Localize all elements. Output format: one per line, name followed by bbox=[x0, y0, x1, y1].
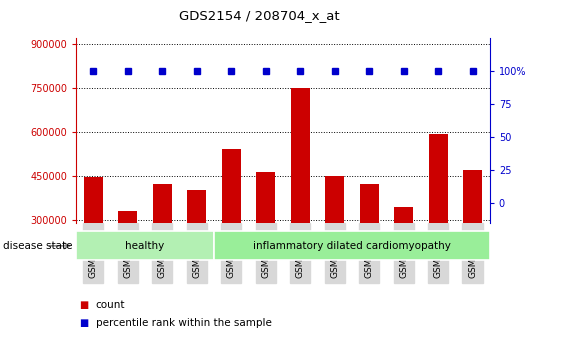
Text: ■: ■ bbox=[79, 318, 88, 327]
Text: healthy: healthy bbox=[126, 241, 164, 251]
Bar bbox=[394, 207, 413, 223]
Text: inflammatory dilated cardiomyopathy: inflammatory dilated cardiomyopathy bbox=[253, 241, 451, 251]
Bar bbox=[325, 176, 344, 223]
Bar bbox=[463, 170, 482, 223]
Bar bbox=[187, 190, 206, 223]
Bar bbox=[291, 88, 310, 223]
Bar bbox=[256, 172, 275, 223]
Text: ■: ■ bbox=[79, 300, 88, 310]
Bar bbox=[118, 211, 137, 223]
Bar bbox=[360, 185, 378, 223]
Bar bbox=[76, 231, 214, 260]
Bar bbox=[214, 231, 490, 260]
Text: percentile rank within the sample: percentile rank within the sample bbox=[96, 318, 271, 327]
Bar bbox=[428, 134, 448, 223]
Bar bbox=[84, 177, 102, 223]
Bar bbox=[222, 149, 240, 223]
Text: GDS2154 / 208704_x_at: GDS2154 / 208704_x_at bbox=[178, 9, 339, 22]
Text: count: count bbox=[96, 300, 125, 310]
Text: disease state: disease state bbox=[3, 241, 72, 250]
Bar bbox=[153, 185, 172, 223]
